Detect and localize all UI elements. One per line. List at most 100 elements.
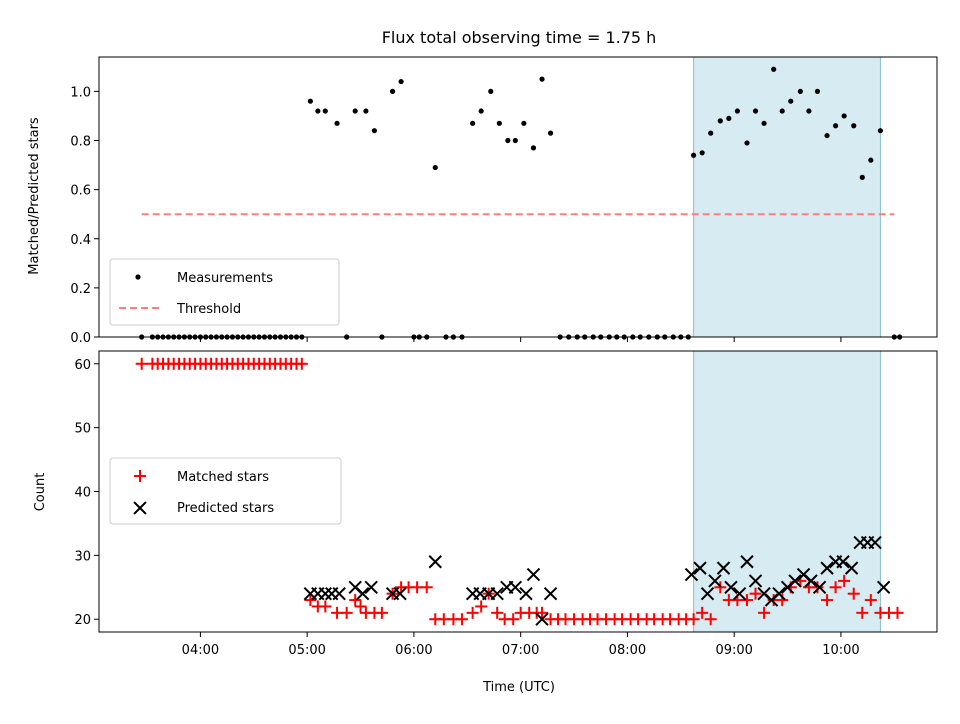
bottom-x-ticks: 04:00 05:00 06:00 07:00 08:00 09:00 10:00 [182, 632, 860, 658]
predicted-star-point [684, 567, 699, 582]
predicted-star-point [716, 561, 731, 575]
measurement-point [832, 123, 839, 129]
top-plot-frame [98, 56, 938, 338]
y-tick-label: 50 [74, 422, 91, 437]
y-tick-label: 1.0 [70, 85, 91, 100]
matched-star-point [475, 600, 488, 613]
x-tick-label: 04:00 [182, 643, 219, 658]
measurement-point [841, 113, 847, 119]
measurement-point [315, 108, 321, 114]
measurement-point [806, 108, 812, 114]
measurement-point [478, 108, 484, 114]
predicted-star-point [355, 586, 370, 601]
bottom-matched-stars [135, 357, 904, 626]
measurement-point [352, 108, 358, 114]
measurement-point [868, 157, 874, 163]
x-tick-label: 07:00 [502, 643, 539, 658]
matched-star-point [304, 594, 317, 607]
legend-predicted-marker [133, 501, 147, 515]
x-tick-label: 06:00 [395, 643, 432, 658]
measurement-point [734, 108, 740, 114]
predicted-star-point [820, 561, 834, 575]
predicted-star-point [535, 612, 549, 626]
predicted-star-point [868, 535, 882, 550]
bottom-panel: 04:00 05:00 06:00 07:00 08:00 09:00 10:00 20 30… [33, 350, 938, 695]
y-tick-label: 0.8 [70, 135, 91, 150]
measurement-point [824, 132, 830, 139]
measurement-point [797, 88, 803, 94]
bottom-y-ticks: 20 30 40 50 60 [74, 358, 99, 628]
matched-star-point [295, 357, 308, 370]
measurement-point [521, 120, 527, 126]
predicted-star-point [318, 586, 333, 601]
measurement-point [752, 108, 759, 114]
y-tick-label: 40 [74, 486, 91, 501]
top-highlight-span [693, 56, 881, 338]
x-axis-label: Time (UTC) [482, 680, 555, 695]
matched-star-point [847, 587, 860, 600]
measurement-point [877, 128, 884, 134]
measurement-point [470, 120, 476, 126]
predicted-star-point [748, 574, 763, 588]
legend-matched-marker [134, 470, 146, 482]
measurement-point [307, 98, 313, 104]
measurement-point [505, 137, 511, 144]
matched-star-point [740, 594, 753, 607]
measurement-point [717, 118, 723, 124]
legend-measurements-marker [135, 274, 141, 280]
y-tick-label: 0.0 [70, 331, 91, 346]
predicted-star-point [428, 555, 442, 569]
predicted-star-point [876, 580, 891, 595]
y-tick-label: 60 [74, 358, 91, 373]
chart-title: Flux total observing time = 1.75 h [382, 28, 657, 47]
measurement-point [744, 140, 750, 146]
predicted-star-point [844, 561, 859, 575]
top-y-ticks: 0.0 0.2 0.4 0.6 0.8 1.0 [70, 85, 99, 346]
measurement-point [859, 174, 865, 180]
top-panel: 0.0 0.2 0.4 0.6 0.8 1.0 Matched/Predicted sta… [27, 56, 938, 346]
predicted-star-point [804, 574, 818, 588]
measurement-point [708, 130, 714, 136]
predicted-star-point [724, 580, 738, 595]
matched-star-point [466, 606, 479, 619]
predicted-star-point [364, 580, 378, 595]
matched-star-point [349, 594, 362, 607]
predicted-star-point [700, 586, 715, 601]
matched-star-point [891, 606, 904, 619]
predicted-star-point [526, 567, 541, 582]
measurement-point [398, 78, 404, 85]
predicted-star-point [740, 555, 754, 569]
predicted-star-point [519, 586, 533, 601]
matched-star-point [319, 600, 332, 613]
predicted-star-point [812, 580, 827, 595]
matched-star-point [864, 594, 877, 607]
matched-star-point [375, 606, 388, 619]
predicted-star-point [490, 586, 504, 601]
top-x-ticks [199, 337, 842, 342]
matched-star-point [340, 606, 353, 619]
measurement-point [389, 88, 396, 94]
bottom-highlight-span [693, 350, 881, 633]
legend-predicted-label: Predicted stars [177, 501, 274, 516]
measurement-point [432, 164, 438, 171]
predicted-star-point [393, 586, 407, 601]
predicted-star-point [508, 580, 523, 595]
y-tick-label: 30 [74, 549, 91, 564]
measurement-point [851, 123, 857, 129]
legend-threshold-label: Threshold [176, 302, 241, 317]
predicted-star-point [788, 574, 802, 588]
y-tick-label: 0.2 [70, 282, 91, 297]
top-y-axis-label: Matched/Predicted stars [27, 117, 42, 275]
measurement-point [761, 120, 767, 126]
matched-star-point [749, 587, 762, 600]
measurement-point [539, 76, 545, 82]
matched-star-point [420, 581, 433, 594]
matched-star-point [856, 606, 869, 619]
legend-matched-label: Matched stars [177, 470, 269, 485]
matched-star-point [687, 613, 700, 626]
legend-measurements-label: Measurements [177, 271, 273, 286]
matched-star-point [536, 606, 549, 619]
matched-star-point [696, 606, 709, 619]
predicted-star-point [543, 586, 558, 601]
